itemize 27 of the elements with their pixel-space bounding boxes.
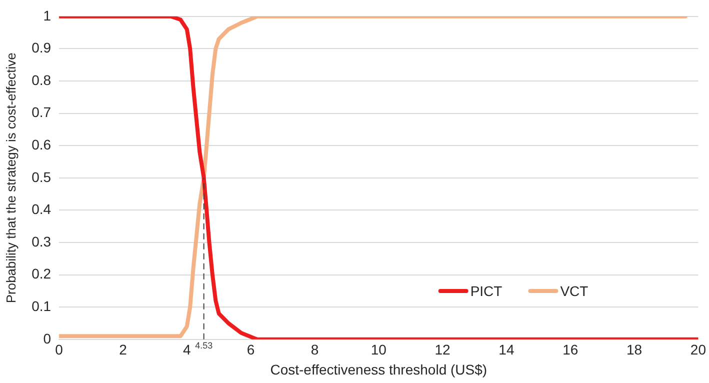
y-tick-label: 0.4 (32, 201, 52, 218)
y-tick-label: 0.2 (32, 266, 52, 282)
x-tick-label: 8 (310, 342, 319, 358)
x-axis-title: Cost-effectiveness threshold (US$) (270, 361, 488, 378)
y-tick-label: 0 (43, 330, 52, 346)
y-tick-label: 0.3 (32, 233, 52, 250)
y-tick-label: 0.5 (32, 168, 52, 185)
x-tick-label: 0 (55, 342, 64, 358)
x-tick-label: 10 (370, 342, 387, 358)
x-tick-label: 16 (562, 342, 578, 358)
x-tick-label: 18 (626, 342, 642, 358)
y-tick-label: 0.9 (32, 40, 52, 56)
ref-line-label: 4.53 (195, 340, 213, 350)
x-tick-label: 14 (498, 342, 514, 358)
legend-label: VCT (560, 282, 589, 299)
y-tick-label: 0.6 (32, 136, 52, 152)
x-tick-label: 20 (690, 342, 706, 358)
x-tick-label: 12 (434, 342, 451, 358)
legend-label: PICT (470, 282, 503, 299)
x-tick-label: 2 (119, 342, 128, 358)
y-tick-label: 0.8 (32, 72, 52, 88)
x-tick-label: 4 (182, 342, 191, 358)
y-axis-title: Probability that the strategy is cost-effective (3, 52, 18, 304)
y-tick-label: 0.1 (32, 298, 52, 314)
y-tick-label: 0.7 (32, 104, 52, 120)
x-tick-label: 6 (246, 342, 255, 358)
y-tick-label: 1 (43, 7, 52, 24)
